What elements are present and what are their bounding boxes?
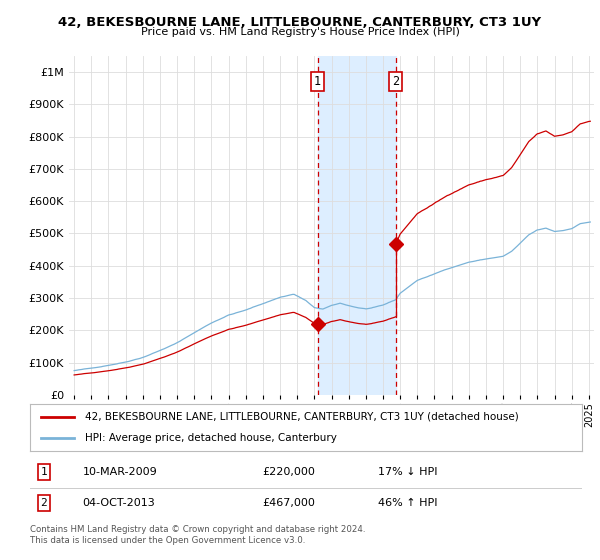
Text: 10-MAR-2009: 10-MAR-2009 [82, 467, 157, 477]
Text: 42, BEKESBOURNE LANE, LITTLEBOURNE, CANTERBURY, CT3 1UY (detached house): 42, BEKESBOURNE LANE, LITTLEBOURNE, CANT… [85, 412, 519, 422]
Text: 2: 2 [40, 498, 47, 508]
Text: £220,000: £220,000 [262, 467, 315, 477]
Text: HPI: Average price, detached house, Canterbury: HPI: Average price, detached house, Cant… [85, 433, 337, 444]
Text: 46% ↑ HPI: 46% ↑ HPI [378, 498, 437, 508]
Text: 1: 1 [40, 467, 47, 477]
Text: 1: 1 [314, 75, 321, 88]
Text: 04-OCT-2013: 04-OCT-2013 [82, 498, 155, 508]
Text: 17% ↓ HPI: 17% ↓ HPI [378, 467, 437, 477]
Text: 42, BEKESBOURNE LANE, LITTLEBOURNE, CANTERBURY, CT3 1UY: 42, BEKESBOURNE LANE, LITTLEBOURNE, CANT… [58, 16, 542, 29]
Text: Contains HM Land Registry data © Crown copyright and database right 2024.
This d: Contains HM Land Registry data © Crown c… [30, 525, 365, 545]
Text: Price paid vs. HM Land Registry's House Price Index (HPI): Price paid vs. HM Land Registry's House … [140, 27, 460, 37]
Text: £467,000: £467,000 [262, 498, 315, 508]
Text: 2: 2 [392, 75, 400, 88]
Bar [317, 56, 396, 395]
